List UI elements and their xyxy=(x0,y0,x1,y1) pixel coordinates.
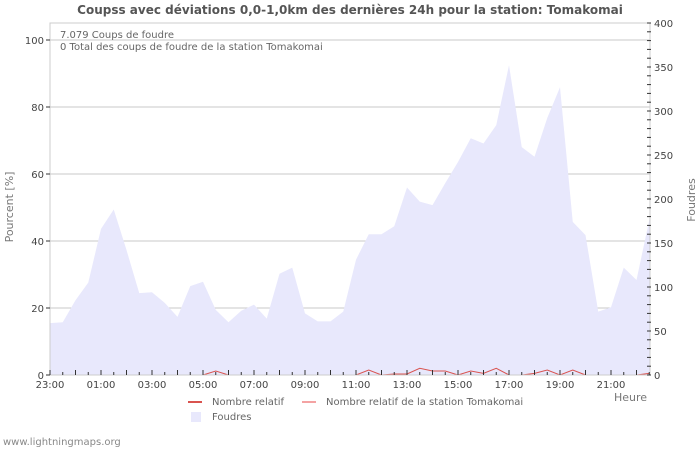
x-tick-label: 13:00 xyxy=(393,380,422,391)
legend-relative: Nombre relatif xyxy=(188,397,284,408)
x-tick-label: 19:00 xyxy=(546,380,575,391)
left-tick-label: 100 xyxy=(25,36,44,47)
right-tick-label: 100 xyxy=(654,283,673,294)
x-tick-label: 15:00 xyxy=(444,380,473,391)
legend-relative-swatch xyxy=(188,401,202,403)
x-tick-label: 05:00 xyxy=(189,380,218,391)
legend-strikes: Foudres xyxy=(191,412,251,423)
left-tick-label: 20 xyxy=(31,304,44,315)
footer-source: www.lightningmaps.org xyxy=(3,437,121,448)
x-tick-label: 23:00 xyxy=(36,380,65,391)
left-tick-label: 80 xyxy=(31,103,44,114)
left-tick-label: 40 xyxy=(31,237,44,248)
station-total: 0 Total des coups de foudre de la statio… xyxy=(60,42,323,53)
right-tick-label: 200 xyxy=(654,195,673,206)
legend-relative-station-swatch xyxy=(302,401,316,403)
x-tick-label: 21:00 xyxy=(597,380,626,391)
x-tick-label: 03:00 xyxy=(138,380,167,391)
right-tick-label: 400 xyxy=(654,19,673,30)
x-tick-label: 01:00 xyxy=(87,380,116,391)
y-axis-right-label: Foudres xyxy=(685,178,698,222)
x-axis: 23:00 01:00 03:00 05:00 07:00 09:00 11:00 13:00… xyxy=(36,370,650,391)
strikes-area xyxy=(50,65,650,376)
x-tick-label: 17:00 xyxy=(495,380,524,391)
right-tick-label: 150 xyxy=(654,239,673,250)
x-tick-label: 07:00 xyxy=(240,380,269,391)
y-axis-label: Pourcent [%] xyxy=(3,172,16,243)
left-tick-label: 60 xyxy=(31,170,44,181)
legend-strikes-swatch xyxy=(191,412,201,422)
right-tick-label: 0 xyxy=(654,371,660,382)
right-axis: 0 50 100 150 200 250 300 350 400 xyxy=(647,19,673,382)
right-tick-label: 300 xyxy=(654,107,673,118)
left-axis: 0 20 40 60 80 100 xyxy=(25,36,50,382)
x-tick-label: 09:00 xyxy=(291,380,320,391)
chart-title: Coupss avec déviations 0,0-1,0km des der… xyxy=(77,3,623,17)
right-tick-label: 50 xyxy=(654,327,667,338)
left-tick-label: 0 xyxy=(38,371,44,382)
legend-relative-station: Nombre relatif de la station Tomakomai xyxy=(302,397,523,408)
x-tick-label: 11:00 xyxy=(342,380,371,391)
right-tick-label: 350 xyxy=(654,63,673,74)
x-axis-label: Heure xyxy=(614,391,647,404)
right-tick-label: 250 xyxy=(654,151,673,162)
strike-count: 7.079 Coups de foudre xyxy=(60,30,175,41)
